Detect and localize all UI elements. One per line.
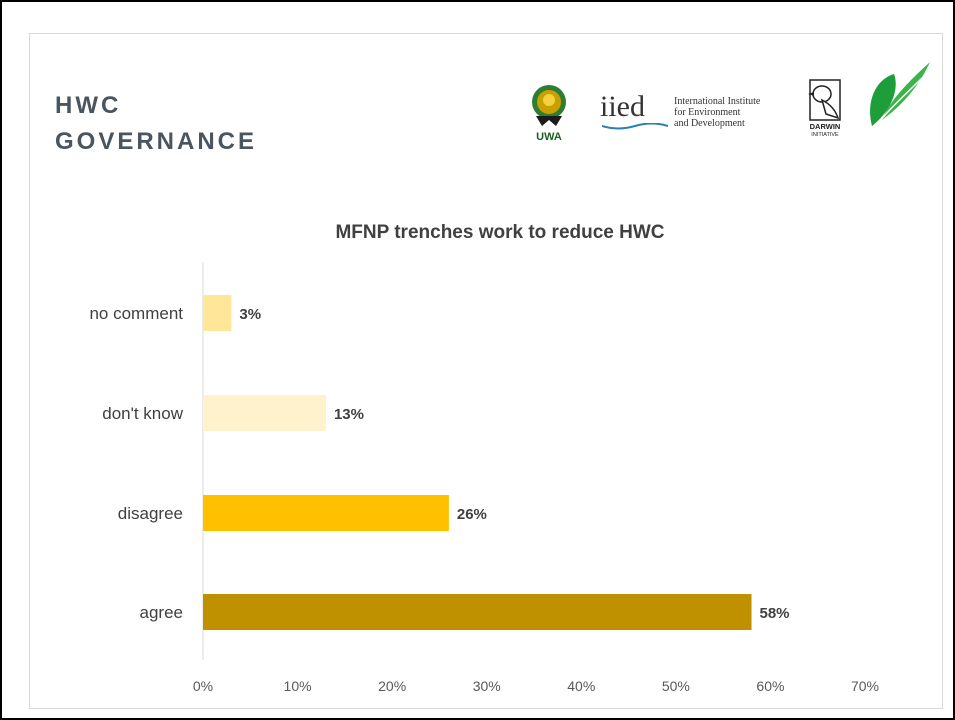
bar-no-comment <box>203 295 232 331</box>
x-tick-label: 20% <box>378 678 406 694</box>
darwin-subtext: INITIATIVE <box>811 132 839 138</box>
uwa-text: UWA <box>536 131 562 143</box>
iied-line-2: for Environment <box>674 107 741 118</box>
data-label: 3% <box>239 306 261 323</box>
bar-don-t-know <box>203 395 326 431</box>
iied-word: iied <box>600 90 645 123</box>
iied-subtitle: International Institute for Environment … <box>674 96 804 129</box>
darwin-text: DARWIN <box>810 122 841 131</box>
iied-line-1: International Institute <box>674 96 761 107</box>
iied-line-3: and Development <box>674 118 745 129</box>
uwa-logo: UWA <box>532 85 566 143</box>
bar-agree <box>203 594 752 630</box>
category-label: disagree <box>118 504 183 523</box>
darwin-initiative-logo: DARWIN INITIATIVE <box>808 79 841 138</box>
x-tick-label: 50% <box>662 678 690 694</box>
x-tick-label: 60% <box>756 678 784 694</box>
heading-line-1: HWC <box>55 92 122 119</box>
iied-wave-icon <box>602 123 668 130</box>
x-tick-label: 30% <box>473 678 501 694</box>
x-tick-label: 40% <box>567 678 595 694</box>
x-tick-label: 10% <box>284 678 312 694</box>
x-tick-label: 0% <box>193 678 213 694</box>
x-tick-label: 70% <box>851 678 879 694</box>
category-label: agree <box>140 603 183 622</box>
category-label: don't know <box>102 404 183 423</box>
data-label: 58% <box>760 605 790 622</box>
heading-line-2: GOVERNANCE <box>55 128 258 155</box>
data-label: 26% <box>457 506 487 523</box>
partner-logos: UWA iied International Institute for Env… <box>520 60 940 150</box>
chart-title: MFNP trenches work to reduce HWC <box>335 222 665 243</box>
data-label: 13% <box>334 406 364 423</box>
leaf-logo-icon <box>870 62 930 126</box>
bar-disagree <box>203 495 449 531</box>
category-label: no comment <box>89 304 183 323</box>
slide-heading: HWC GOVERNANCE <box>55 88 257 160</box>
